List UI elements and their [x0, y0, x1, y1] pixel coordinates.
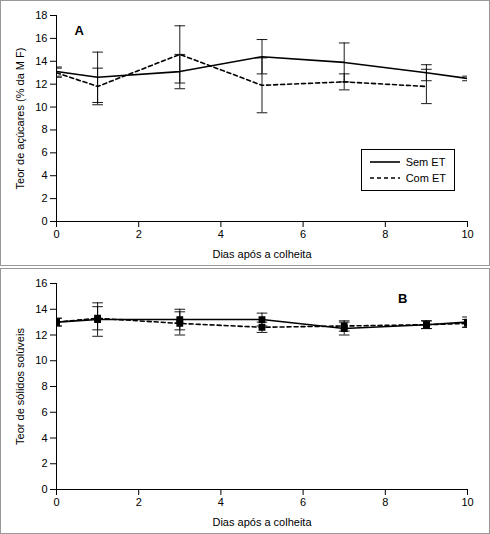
- svg-text:Teor de açúcares (% da M F): Teor de açúcares (% da M F): [14, 48, 26, 190]
- svg-text:2: 2: [41, 457, 47, 469]
- svg-text:6: 6: [300, 496, 306, 508]
- svg-text:6: 6: [41, 406, 47, 418]
- svg-text:0: 0: [53, 228, 59, 240]
- svg-text:10: 10: [35, 354, 47, 366]
- svg-text:16: 16: [35, 32, 47, 44]
- svg-text:10: 10: [35, 101, 47, 113]
- svg-text:4: 4: [41, 432, 47, 444]
- svg-text:Teor de sólidos solúveis: Teor de sólidos solúveis: [14, 328, 26, 445]
- svg-text:14: 14: [35, 303, 47, 315]
- svg-text:14: 14: [35, 55, 47, 67]
- svg-text:8: 8: [382, 228, 388, 240]
- svg-text:10: 10: [461, 496, 473, 508]
- svg-text:2: 2: [136, 228, 142, 240]
- svg-text:Dias após a colheita: Dias após a colheita: [212, 516, 312, 528]
- svg-text:B: B: [398, 291, 407, 306]
- svg-text:A: A: [75, 23, 85, 38]
- svg-text:4: 4: [41, 169, 47, 181]
- svg-text:18: 18: [35, 9, 47, 21]
- html-text:Sem ET: Sem ET: [405, 156, 446, 168]
- svg-text:0: 0: [41, 483, 47, 495]
- html-text:Com ET: Com ET: [405, 172, 446, 184]
- svg-text:8: 8: [41, 380, 47, 392]
- svg-text:8: 8: [41, 123, 47, 135]
- svg-text:4: 4: [218, 496, 224, 508]
- svg-text:4: 4: [218, 228, 224, 240]
- svg-text:10: 10: [461, 228, 473, 240]
- svg-text:12: 12: [35, 78, 47, 90]
- svg-text:8: 8: [382, 496, 388, 508]
- svg-text:16: 16: [35, 277, 47, 289]
- svg-text:0: 0: [53, 496, 59, 508]
- svg-text:6: 6: [41, 146, 47, 158]
- svg-text:Dias após a colheita: Dias após a colheita: [212, 248, 312, 260]
- svg-text:2: 2: [136, 496, 142, 508]
- svg-text:6: 6: [300, 228, 306, 240]
- svg-text:0: 0: [41, 215, 47, 227]
- svg-text:2: 2: [41, 192, 47, 204]
- svg-text:12: 12: [35, 329, 47, 341]
